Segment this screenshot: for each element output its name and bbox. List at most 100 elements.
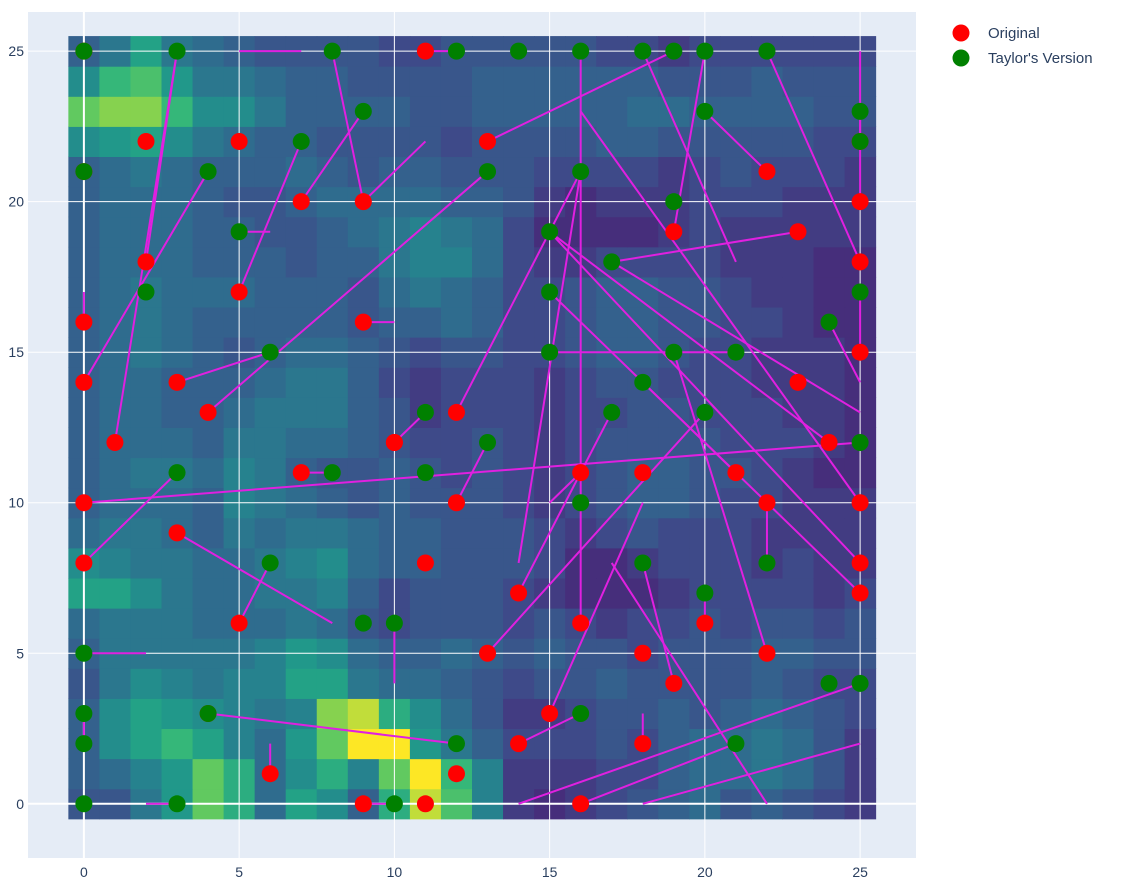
original-point[interactable]	[820, 434, 838, 452]
original-point[interactable]	[851, 253, 869, 271]
taylors-version-point[interactable]	[634, 554, 652, 572]
taylors-version-point[interactable]	[137, 283, 155, 301]
taylors-version-point[interactable]	[820, 313, 838, 331]
taylors-version-point[interactable]	[572, 42, 590, 60]
taylors-version-point[interactable]	[385, 614, 403, 632]
taylors-version-point[interactable]	[696, 584, 714, 602]
original-point[interactable]	[479, 132, 497, 150]
original-point[interactable]	[665, 674, 683, 692]
taylors-version-point[interactable]	[168, 795, 186, 813]
taylors-version-point[interactable]	[572, 163, 590, 181]
original-point[interactable]	[168, 373, 186, 391]
original-point[interactable]	[416, 795, 434, 813]
original-point[interactable]	[230, 132, 248, 150]
original-point[interactable]	[75, 554, 93, 572]
original-point[interactable]	[572, 614, 590, 632]
taylors-version-point[interactable]	[665, 193, 683, 211]
taylors-version-point[interactable]	[851, 674, 869, 692]
original-point[interactable]	[354, 313, 372, 331]
taylors-version-point[interactable]	[510, 42, 528, 60]
original-point[interactable]	[541, 704, 559, 722]
legend-marker-taylors-version[interactable]	[952, 49, 970, 67]
original-point[interactable]	[447, 765, 465, 783]
original-point[interactable]	[572, 795, 590, 813]
original-point[interactable]	[851, 343, 869, 361]
taylors-version-point[interactable]	[541, 223, 559, 241]
original-point[interactable]	[665, 223, 683, 241]
original-point[interactable]	[634, 644, 652, 662]
original-point[interactable]	[851, 584, 869, 602]
taylors-version-point[interactable]	[727, 735, 745, 753]
taylors-version-point[interactable]	[479, 163, 497, 181]
taylors-version-point[interactable]	[634, 373, 652, 391]
original-point[interactable]	[230, 614, 248, 632]
taylors-version-point[interactable]	[75, 735, 93, 753]
taylors-version-point[interactable]	[416, 464, 434, 482]
original-point[interactable]	[75, 494, 93, 512]
taylors-version-point[interactable]	[168, 464, 186, 482]
original-point[interactable]	[851, 494, 869, 512]
original-point[interactable]	[758, 494, 776, 512]
taylors-version-point[interactable]	[354, 102, 372, 120]
original-point[interactable]	[634, 735, 652, 753]
original-point[interactable]	[416, 42, 434, 60]
taylors-version-point[interactable]	[758, 554, 776, 572]
original-point[interactable]	[510, 584, 528, 602]
original-point[interactable]	[354, 795, 372, 813]
original-point[interactable]	[758, 644, 776, 662]
legend-label-original[interactable]: Original	[988, 25, 1040, 42]
original-point[interactable]	[789, 373, 807, 391]
original-point[interactable]	[634, 464, 652, 482]
original-point[interactable]	[447, 403, 465, 421]
original-point[interactable]	[416, 554, 434, 572]
taylors-version-point[interactable]	[323, 464, 341, 482]
taylors-version-point[interactable]	[603, 253, 621, 271]
taylors-version-point[interactable]	[634, 42, 652, 60]
taylors-version-point[interactable]	[261, 343, 279, 361]
taylors-version-point[interactable]	[851, 132, 869, 150]
original-point[interactable]	[230, 283, 248, 301]
original-point[interactable]	[106, 434, 124, 452]
original-point[interactable]	[696, 614, 714, 632]
taylors-version-point[interactable]	[851, 283, 869, 301]
original-point[interactable]	[789, 223, 807, 241]
original-point[interactable]	[851, 193, 869, 211]
taylors-version-point[interactable]	[541, 343, 559, 361]
taylors-version-point[interactable]	[168, 42, 186, 60]
original-point[interactable]	[572, 464, 590, 482]
taylors-version-point[interactable]	[572, 704, 590, 722]
taylors-version-point[interactable]	[820, 674, 838, 692]
taylors-version-point[interactable]	[416, 403, 434, 421]
taylors-version-point[interactable]	[665, 42, 683, 60]
taylors-version-point[interactable]	[696, 42, 714, 60]
taylors-version-point[interactable]	[541, 283, 559, 301]
original-point[interactable]	[199, 403, 217, 421]
taylors-version-point[interactable]	[75, 42, 93, 60]
taylors-version-point[interactable]	[851, 434, 869, 452]
original-point[interactable]	[447, 494, 465, 512]
taylors-version-point[interactable]	[354, 614, 372, 632]
original-point[interactable]	[168, 524, 186, 542]
taylors-version-point[interactable]	[75, 795, 93, 813]
taylors-version-point[interactable]	[727, 343, 745, 361]
taylors-version-point[interactable]	[572, 494, 590, 512]
taylors-version-point[interactable]	[323, 42, 341, 60]
taylors-version-point[interactable]	[665, 343, 683, 361]
taylors-version-point[interactable]	[385, 795, 403, 813]
original-point[interactable]	[851, 554, 869, 572]
original-point[interactable]	[261, 765, 279, 783]
original-point[interactable]	[510, 735, 528, 753]
taylors-version-point[interactable]	[292, 132, 310, 150]
taylors-version-point[interactable]	[230, 223, 248, 241]
taylors-version-point[interactable]	[696, 102, 714, 120]
taylors-version-point[interactable]	[447, 735, 465, 753]
taylors-version-point[interactable]	[261, 554, 279, 572]
legend-label-taylors-version[interactable]: Taylor's Version	[988, 50, 1093, 67]
original-point[interactable]	[137, 253, 155, 271]
original-point[interactable]	[727, 464, 745, 482]
taylors-version-point[interactable]	[199, 163, 217, 181]
original-point[interactable]	[292, 464, 310, 482]
taylors-version-point[interactable]	[75, 644, 93, 662]
taylors-version-point[interactable]	[696, 403, 714, 421]
original-point[interactable]	[292, 193, 310, 211]
